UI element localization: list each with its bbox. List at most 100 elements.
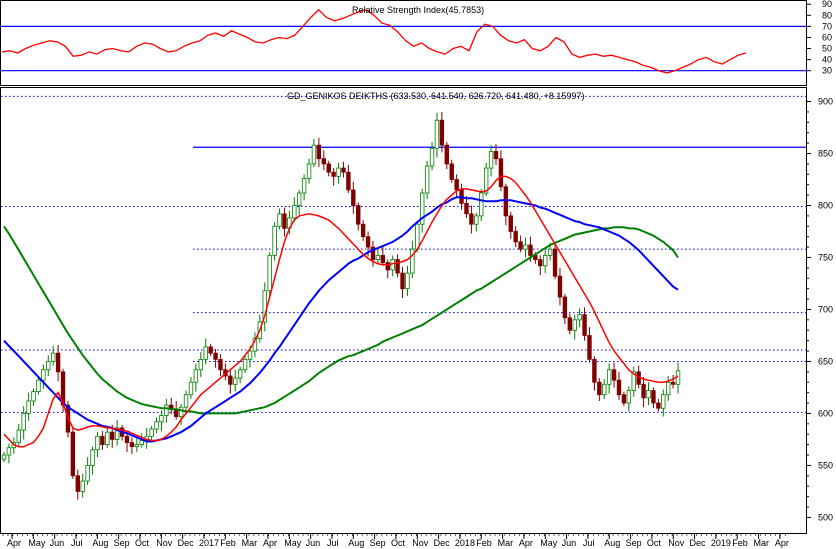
candle-body (21, 413, 26, 431)
candle-body (139, 440, 144, 446)
candle-body (282, 213, 287, 229)
candle-body (213, 352, 218, 360)
price-title: GD_GENIKOS DEIKTHS (633.530, 641.540, 62… (287, 91, 584, 101)
candle-body (592, 358, 597, 383)
rsi-reference-lines (1, 25, 806, 72)
x-tick-label: Dec (690, 538, 707, 548)
moving-average-red (3, 175, 679, 448)
rsi-series-line (1, 8, 747, 74)
x-tick-label: May (540, 538, 558, 548)
candle-body (16, 429, 21, 443)
candle-body (464, 203, 469, 215)
candle-body (321, 158, 326, 165)
candle-body (503, 186, 509, 217)
candle-body (218, 358, 223, 371)
candle-body (567, 317, 572, 331)
candle-body (666, 381, 671, 396)
x-tick-label: Sep (626, 538, 642, 548)
candle-body (587, 335, 592, 360)
candle-body (301, 178, 307, 194)
candle-body (203, 346, 208, 360)
x-tick-label: May (28, 538, 46, 548)
candle-body (292, 205, 297, 219)
rsi-tick-label: 60 (822, 32, 832, 42)
candle-body (508, 215, 513, 232)
x-tick-label: Apr (775, 538, 789, 548)
x-tick-label: Feb (220, 538, 236, 548)
candle-body (356, 205, 361, 225)
candle-body (424, 165, 430, 194)
x-tick-label: Jun (50, 538, 65, 548)
x-tick-label: Oct (135, 538, 150, 548)
price-tick-label: 550 (818, 460, 833, 470)
candle-body (547, 248, 553, 256)
candle-body (85, 465, 90, 482)
price-tick-label: 750 (818, 252, 833, 262)
candle-body (242, 358, 248, 371)
x-tick-label: May (284, 538, 302, 548)
candle-body (341, 167, 346, 173)
candle-body (670, 381, 676, 385)
candle-body (395, 259, 400, 274)
candle-body (434, 119, 440, 149)
x-tick-label: Oct (391, 538, 406, 548)
candle-body (306, 163, 312, 179)
x-tick-label: Feb (476, 538, 492, 548)
x-tick-label: Sep (114, 538, 130, 548)
x-tick-label: Apr (519, 538, 533, 548)
candle-body (159, 415, 164, 423)
candle-body (164, 404, 169, 416)
candle-body (208, 346, 213, 354)
x-tick-label: Jul (327, 538, 339, 548)
x-tick-label: Nov (156, 538, 173, 548)
price-panel-frame (0, 87, 807, 534)
candle-body (31, 391, 36, 402)
candle-body (483, 167, 489, 194)
candle-body (193, 369, 199, 383)
candle-body (95, 435, 100, 451)
candle-body (419, 192, 425, 225)
price-tick-label: 500 (818, 512, 833, 522)
price-y-axis: 900 850 800 750 700 650 600 550 500 (806, 97, 833, 522)
candle-body (493, 151, 499, 160)
candle-body (518, 241, 523, 250)
rsi-tick-label: 80 (822, 10, 832, 20)
candle-body (90, 449, 95, 466)
candle-body (410, 248, 415, 274)
rsi-panel-frame (0, 0, 807, 86)
price-tick-label: 850 (818, 149, 833, 159)
candle-body (562, 296, 568, 319)
price-tick-label: 650 (818, 356, 833, 366)
candle-body (351, 189, 356, 206)
x-tick-label: Nov (668, 538, 685, 548)
candle-body (311, 144, 317, 165)
x-tick-label: Aug (604, 538, 620, 548)
candle-body (134, 444, 140, 448)
candle-body (41, 369, 46, 381)
candle-body (385, 262, 390, 271)
candle-body (114, 427, 120, 440)
candle-body (651, 390, 656, 404)
candle-body (110, 431, 115, 440)
x-tick-label: Apr (263, 538, 277, 548)
candle-body (183, 394, 189, 408)
candle-body (124, 435, 130, 443)
candle-body (365, 236, 371, 248)
candle-body (523, 244, 528, 250)
candle-body (80, 480, 85, 492)
price-tick-label: 600 (818, 408, 833, 418)
candle-body (611, 369, 617, 381)
candle-body (400, 272, 405, 290)
x-tick-label: Apr (7, 538, 21, 548)
candle-body (360, 223, 366, 238)
x-tick-label: Mar (242, 538, 258, 548)
candle-body (582, 314, 587, 336)
candle-body (296, 192, 302, 206)
candle-body (198, 358, 203, 371)
candle-body (336, 167, 341, 177)
x-tick-label: Nov (412, 538, 429, 548)
rsi-tick-label: 40 (822, 55, 832, 65)
candle-body (75, 475, 80, 492)
